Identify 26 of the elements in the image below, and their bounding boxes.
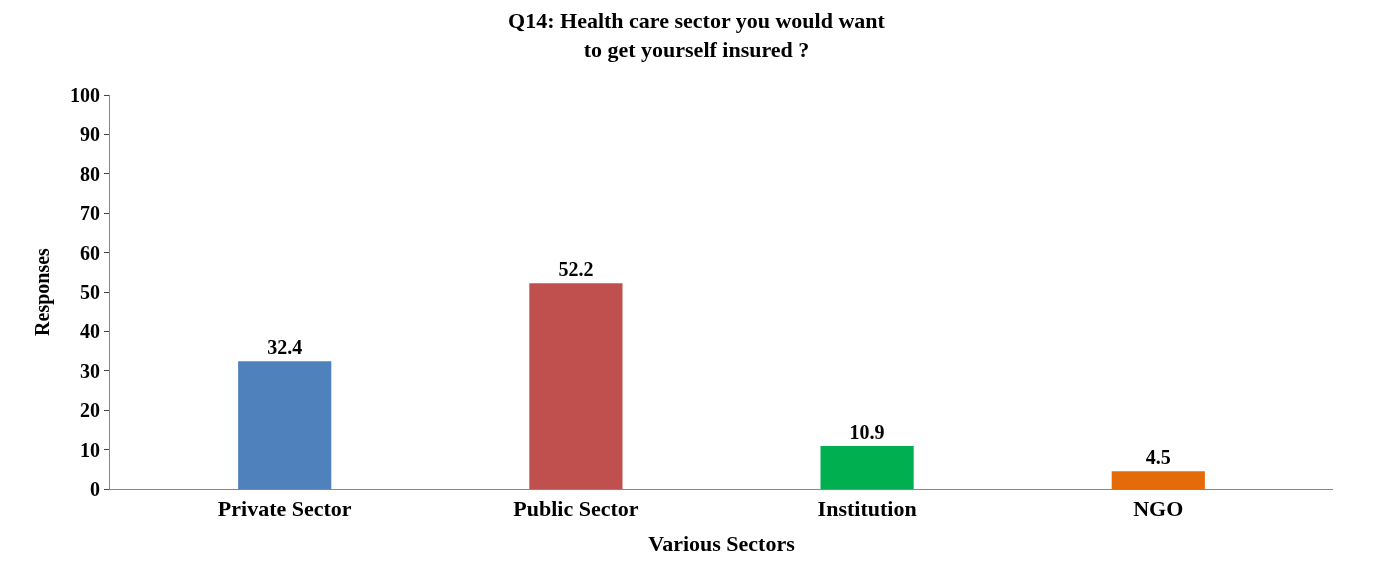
bar [529, 283, 623, 489]
data-label: 52.2 [558, 258, 594, 281]
y-tick-label: 100 [70, 84, 100, 106]
bar [238, 361, 332, 489]
x-tick-label: Public Sector [513, 496, 639, 522]
y-tick-label: 80 [80, 162, 100, 185]
y-tick-label: 20 [80, 399, 100, 422]
y-tick-label: 70 [80, 202, 100, 225]
y-tick-label: 10 [80, 438, 100, 461]
y-tick-label: 0 [90, 478, 100, 500]
y-tick-label: 40 [80, 320, 100, 343]
bar [820, 446, 914, 489]
data-label: 10.9 [849, 421, 885, 444]
x-tick-label: Private Sector [217, 496, 352, 522]
data-label: 32.4 [267, 336, 303, 359]
bar [1111, 471, 1205, 489]
y-tick-label: 60 [80, 241, 100, 264]
data-label: 4.5 [1145, 446, 1171, 469]
x-tick-label: Institution [817, 496, 917, 522]
y-tick-label: 50 [80, 281, 100, 303]
y-axis-title: Responses [30, 247, 54, 336]
chart-title: Q14: Health care sector you would want to get yourself insured ? [508, 8, 886, 63]
x-axis-title: Various Sectors [648, 531, 796, 557]
x-tick-label: NGO [1133, 496, 1184, 522]
y-tick-label: 30 [80, 359, 100, 382]
y-tick-label: 90 [80, 123, 100, 146]
